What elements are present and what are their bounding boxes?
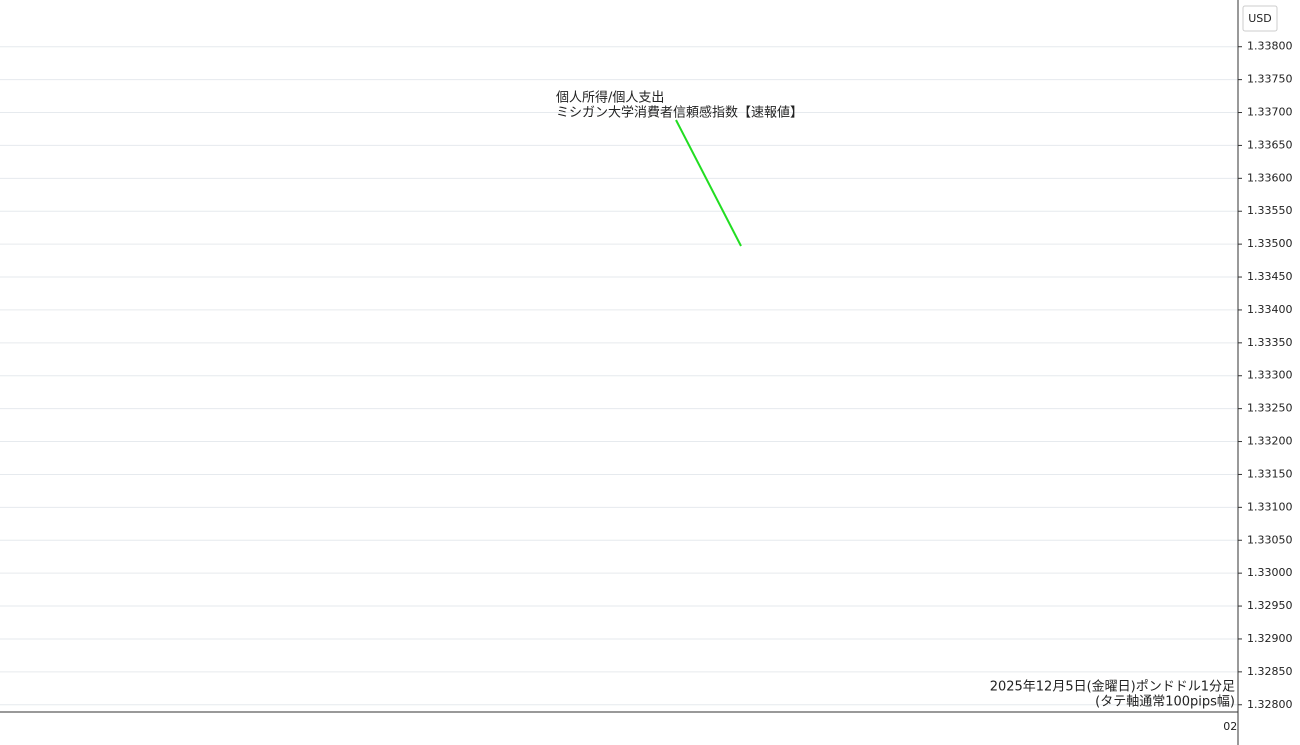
y-tick-label: 1.33300 — [1247, 369, 1293, 382]
caption-line: 2025年12月5日(金曜日)ポンドドル1分足 — [990, 679, 1235, 695]
y-tick-label: 1.33500 — [1247, 237, 1293, 250]
annotation-line: ミシガン大学消費者信頼感指数【速報値】 — [556, 105, 803, 121]
price-axis-panel — [1238, 0, 1300, 745]
y-tick-label: 1.33350 — [1247, 336, 1293, 349]
y-tick-label: 1.33750 — [1247, 73, 1293, 86]
currency-box — [1242, 5, 1278, 32]
y-tick-label: 1.33100 — [1247, 500, 1293, 513]
y-tick-label: 1.32800 — [1247, 698, 1293, 711]
y-tick-label: 1.33250 — [1247, 402, 1293, 415]
y-tick-label: 1.33050 — [1247, 533, 1293, 546]
y-tick-label: 1.33800 — [1247, 40, 1293, 53]
y-tick-label: 1.32850 — [1247, 665, 1293, 678]
annotation-line: 個人所得/個人支出 — [556, 90, 664, 106]
caption-line: (タテ軸通常100pips幅) — [1095, 695, 1235, 710]
y-axis: 1.33800 1.33750 1.33700 1.33650 1.33600 1.335… — [1238, 40, 1293, 711]
y-tick-label: 1.33400 — [1247, 303, 1293, 316]
y-tick-label: 1.32900 — [1247, 632, 1293, 645]
y-tick-label: 1.33600 — [1247, 171, 1293, 184]
currency: USD — [1248, 12, 1272, 25]
y-tick-label: 1.33650 — [1247, 138, 1293, 151]
y-tick-label: 1.33000 — [1247, 566, 1293, 579]
y-tick-label: 1.33550 — [1247, 204, 1293, 217]
y-tick-label: 1.33700 — [1247, 106, 1293, 119]
y-tick-label: 1.32950 — [1247, 599, 1293, 612]
annotation-pointer — [675, 119, 742, 247]
y-tick-label: 1.33450 — [1247, 270, 1293, 283]
y-tick-label: 1.33150 — [1247, 467, 1293, 480]
y-tick-label: 1.33200 — [1247, 435, 1293, 448]
